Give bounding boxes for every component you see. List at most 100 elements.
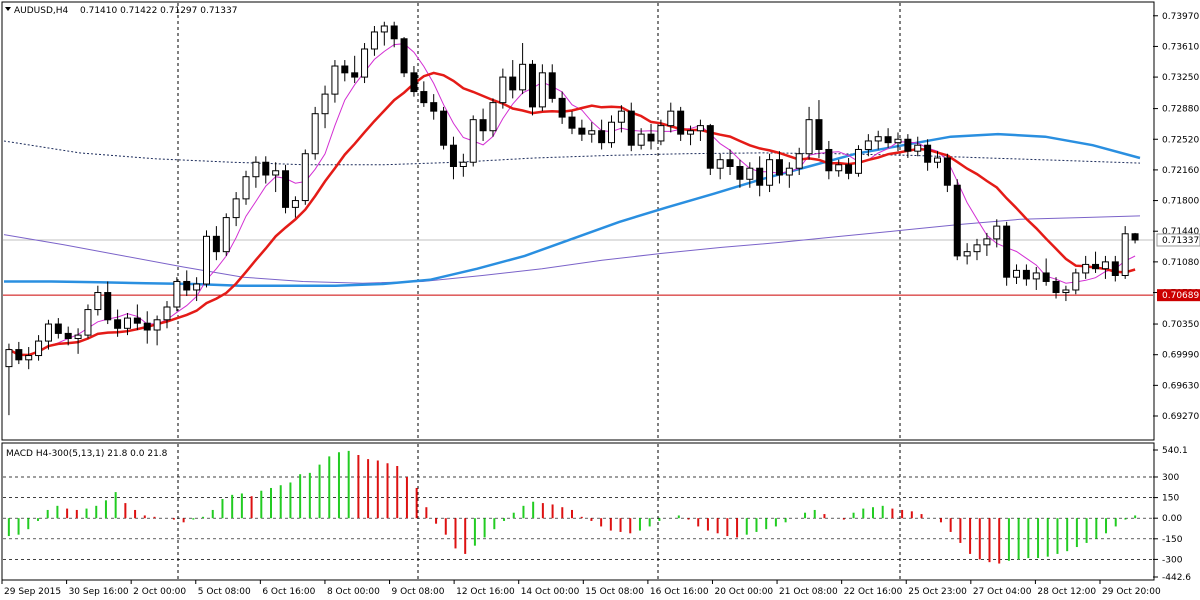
candle-body (15, 349, 23, 361)
candle-body (143, 322, 151, 331)
macd-tick-label: 0.00 (1162, 514, 1182, 524)
candle-body (963, 251, 971, 257)
candle-body (74, 334, 82, 340)
price-tick-label: 0.71080 (1162, 258, 1199, 268)
price-panel-frame (1, 1, 1155, 441)
current-price-marker (1156, 233, 1200, 247)
time-axis: 29 Sep 2015 30 Sep 16:00 2 Oct 00:00 5 Oct … (1, 580, 1161, 597)
candle-body (993, 225, 1001, 240)
candle-body (835, 164, 843, 172)
macd-tick-label: 300 (1162, 473, 1179, 483)
time-tick-label: 2 Oct 00:00 (133, 587, 186, 597)
macd-panel-frame (1, 442, 1155, 581)
candle-body (637, 133, 645, 146)
candle-body (282, 170, 290, 208)
price-tick-label: 0.69270 (1162, 412, 1199, 422)
candle-body (578, 127, 586, 135)
candle-body (736, 166, 744, 180)
price-axis: 0.73970 0.73610 0.73250 0.72880 0.72520 0.721… (1153, 12, 1200, 422)
candle-body (548, 72, 556, 99)
time-tick-label: 5 Oct 08:00 (198, 587, 251, 597)
candle-body (153, 319, 161, 331)
time-tick-label: 12 Oct 16:00 (456, 587, 515, 597)
candle-body (133, 317, 141, 324)
candle-body (795, 153, 803, 169)
candle-body (973, 244, 981, 253)
macd-axis: 540.1 300 150 0.00 -150 -300 -442.6 (1153, 446, 1191, 583)
candle-body (64, 332, 72, 340)
candle-body (173, 280, 181, 308)
candle-body (775, 159, 783, 176)
candle-body (608, 121, 616, 144)
candle-body (479, 119, 487, 132)
candle-body (1111, 261, 1119, 276)
candle-body (874, 136, 882, 142)
candle-body (884, 136, 892, 144)
candle-body (252, 161, 260, 178)
candle-body (469, 119, 477, 163)
candle-body (864, 140, 872, 150)
candle-body (519, 63, 527, 91)
candle-body (390, 25, 398, 40)
candle-body (1131, 233, 1139, 241)
time-tick-label: 29 Sep 2015 (4, 587, 61, 597)
candle-body (341, 65, 349, 74)
candle-body (825, 148, 833, 172)
time-tick-label: 25 Oct 23:00 (908, 587, 967, 597)
candle-body (114, 319, 122, 329)
time-tick-label: 14 Oct 00:00 (521, 587, 580, 597)
candle-body (854, 148, 862, 174)
candle-body (163, 306, 171, 321)
candle-body (400, 38, 408, 74)
candle-body (696, 125, 704, 132)
candle-body (311, 113, 319, 155)
level-price-marker (1157, 289, 1200, 302)
candle-body (568, 116, 576, 129)
candle-body (657, 125, 665, 142)
candle-body (94, 292, 102, 311)
candle-body (617, 110, 625, 123)
candle-body (1042, 272, 1050, 282)
candle-body (331, 65, 339, 95)
price-tick-label: 0.69630 (1162, 381, 1199, 391)
candle-body (914, 144, 922, 152)
candle-body (943, 157, 951, 186)
candle-body (183, 280, 191, 291)
candle-body (25, 355, 33, 361)
candle-body (894, 138, 902, 144)
candle-body (212, 235, 220, 253)
candle-body (1013, 269, 1021, 278)
time-tick-label: 22 Oct 16:00 (844, 587, 903, 597)
time-tick-label: 6 Oct 16:00 (262, 587, 315, 597)
macd-tick-label: 150 (1162, 494, 1179, 504)
candle-body (904, 138, 912, 152)
ohlc-label: 0.71410 0.71422 0.71297 0.71337 (80, 6, 237, 16)
candle-body (805, 119, 813, 155)
candle-body (1052, 280, 1060, 294)
candle-body (538, 72, 546, 108)
dropdown-triangle-icon[interactable] (5, 7, 11, 11)
candle-body (489, 102, 497, 132)
price-tick-label: 0.72880 (1162, 105, 1199, 115)
price-tick-label: 0.73610 (1162, 42, 1199, 52)
candle-body (449, 144, 457, 167)
candle-body (716, 159, 724, 169)
candle-body (430, 102, 438, 112)
macd-tick-label: -150 (1162, 535, 1183, 545)
candle-body (370, 31, 378, 50)
macd-tick-label: 540.1 (1162, 446, 1188, 456)
candle-body (291, 200, 299, 208)
candle-body (1101, 261, 1109, 270)
candle-body (1003, 225, 1011, 278)
candle-body (123, 317, 131, 329)
candle-body (726, 159, 734, 167)
candle-body (1062, 289, 1070, 294)
candle-body (845, 164, 853, 174)
price-tick-label: 0.71440 (1162, 227, 1199, 237)
candle-body (203, 235, 211, 285)
price-tick-label: 0.72520 (1162, 135, 1199, 145)
candle-body (351, 72, 359, 78)
candle-body (558, 97, 566, 118)
